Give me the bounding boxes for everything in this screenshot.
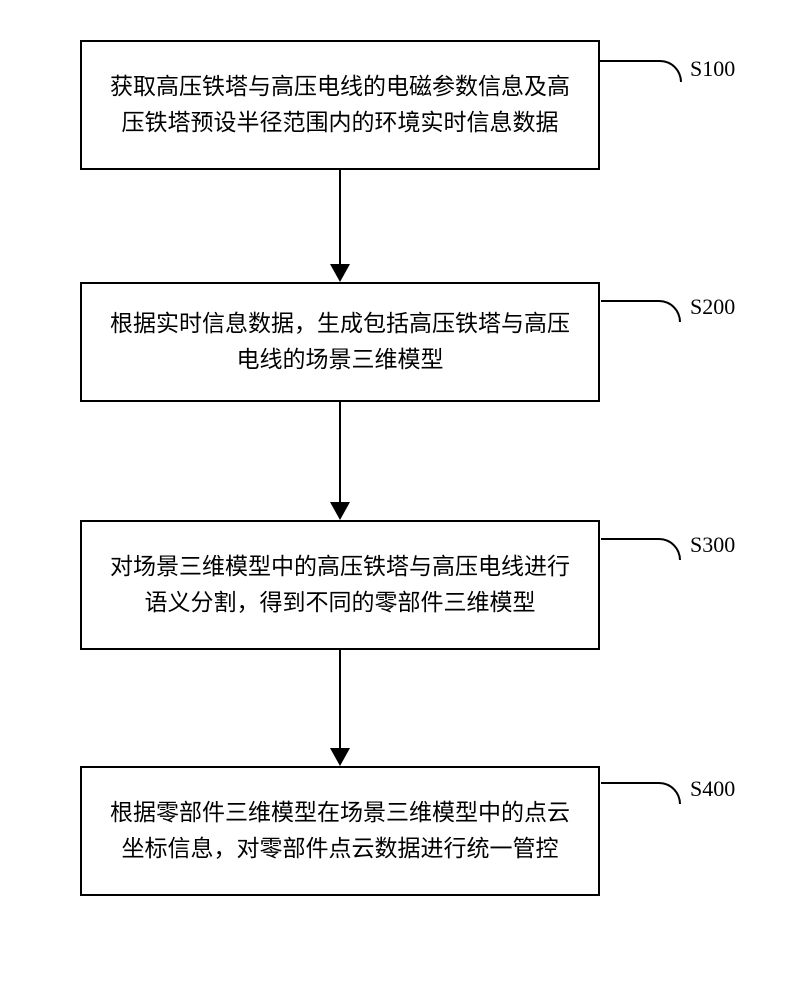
step-label-s300: S300 <box>690 532 735 558</box>
label-connector-s400 <box>601 782 681 804</box>
step-box-s400: 根据零部件三维模型在场景三维模型中的点云坐标信息，对零部件点云数据进行统一管控 <box>80 766 600 896</box>
arrow-head-1 <box>330 264 350 282</box>
step-text: 根据实时信息数据，生成包括高压铁塔与高压电线的场景三维模型 <box>110 306 570 377</box>
step-text: 根据零部件三维模型在场景三维模型中的点云坐标信息，对零部件点云数据进行统一管控 <box>110 795 570 866</box>
flowchart-container: 获取高压铁塔与高压电线的电磁参数信息及高压铁塔预设半径范围内的环境实时信息数据 … <box>0 0 800 1000</box>
step-text: 获取高压铁塔与高压电线的电磁参数信息及高压铁塔预设半径范围内的环境实时信息数据 <box>110 69 570 140</box>
step-text: 对场景三维模型中的高压铁塔与高压电线进行语义分割，得到不同的零部件三维模型 <box>110 549 570 620</box>
step-label-s100: S100 <box>690 56 735 82</box>
arrow-line-2 <box>339 402 341 502</box>
step-label-s400: S400 <box>690 776 735 802</box>
step-label-s200: S200 <box>690 294 735 320</box>
label-connector-s100 <box>600 60 682 82</box>
arrow-line-1 <box>339 170 341 264</box>
arrow-head-3 <box>330 748 350 766</box>
step-id: S300 <box>690 532 735 557</box>
arrow-head-2 <box>330 502 350 520</box>
label-connector-s200 <box>601 300 681 322</box>
step-box-s300: 对场景三维模型中的高压铁塔与高压电线进行语义分割，得到不同的零部件三维模型 <box>80 520 600 650</box>
step-id: S200 <box>690 294 735 319</box>
label-connector-s300 <box>601 538 681 560</box>
step-box-s200: 根据实时信息数据，生成包括高压铁塔与高压电线的场景三维模型 <box>80 282 600 402</box>
step-box-s100: 获取高压铁塔与高压电线的电磁参数信息及高压铁塔预设半径范围内的环境实时信息数据 <box>80 40 600 170</box>
arrow-line-3 <box>339 650 341 748</box>
step-id: S400 <box>690 776 735 801</box>
step-id: S100 <box>690 56 735 81</box>
